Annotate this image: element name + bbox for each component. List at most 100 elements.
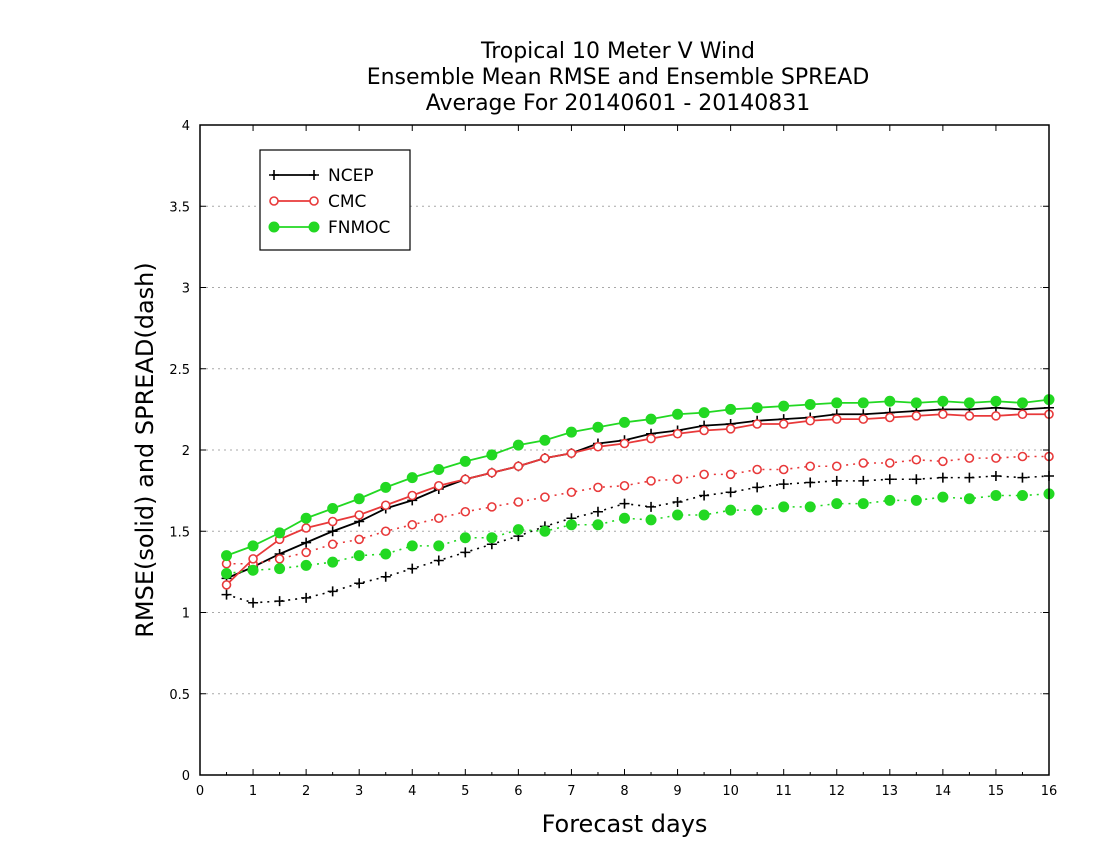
fnmoc-rmse-point — [512, 439, 524, 451]
fnmoc-rmse-point — [778, 400, 790, 412]
fnmoc-rmse-point — [698, 407, 710, 419]
fnmoc-rmse-point — [380, 481, 392, 493]
cmc-spread-point — [274, 554, 285, 564]
fnmoc-spread-point — [778, 501, 790, 513]
chart-title-line: Tropical 10 Meter V Wind — [480, 39, 755, 64]
cmc-rmse-point — [778, 419, 789, 429]
fnmoc-rmse-point — [725, 403, 737, 415]
cmc-spread-point — [354, 534, 364, 545]
cmc-rmse-point — [1017, 409, 1028, 420]
fnmoc-rmse-point — [910, 397, 922, 409]
cmc-rmse-point — [699, 425, 709, 436]
ncep-spread-point — [354, 578, 365, 589]
fnmoc-rmse-point — [327, 503, 339, 514]
cmc-spread-point — [540, 492, 550, 502]
fnmoc-spread-point — [990, 490, 1002, 501]
fnmoc-spread-point — [751, 504, 763, 516]
x-tick-label: 6 — [514, 784, 522, 799]
fnmoc-rmse-point — [274, 527, 286, 539]
fnmoc-rmse-point — [406, 472, 418, 484]
fnmoc-spread-point — [433, 540, 445, 552]
ncep-spread-point — [327, 586, 338, 597]
legend-label-ncep: NCEP — [328, 166, 374, 186]
ncep-spread-point — [301, 592, 312, 603]
x-tick-label: 0 — [196, 784, 204, 799]
legend-marker-cmc — [309, 196, 319, 206]
fnmoc-rmse-point — [221, 550, 233, 562]
ncep-spread-point — [221, 589, 232, 600]
cmc-rmse-point — [672, 428, 683, 439]
fnmoc-rmse-point — [884, 395, 896, 407]
cmc-rmse-point — [991, 411, 1001, 421]
cmc-rmse-point — [911, 411, 922, 421]
cmc-spread-point — [911, 454, 922, 465]
fnmoc-spread-point — [804, 501, 816, 513]
y-tick-label: 2 — [182, 444, 190, 459]
cmc-spread-point — [991, 453, 1001, 463]
cmc-rmse-point — [248, 554, 258, 564]
fnmoc-spread-point — [539, 525, 551, 537]
fnmoc-rmse-point — [353, 493, 365, 505]
x-tick-label: 2 — [302, 784, 310, 799]
fnmoc-spread-point — [300, 559, 312, 571]
y-tick-label: 0 — [182, 769, 190, 784]
cmc-rmse-point — [831, 414, 842, 424]
ncep-spread-point — [752, 482, 763, 493]
ncep-spread-point — [592, 506, 603, 517]
fnmoc-spread-point — [565, 519, 577, 531]
ncep-spread-point — [699, 490, 710, 501]
fnmoc-spread-point — [327, 556, 339, 568]
ncep-spread-point — [884, 474, 895, 485]
legend-marker-fnmoc — [308, 221, 320, 233]
fnmoc-rmse-point — [1016, 397, 1028, 409]
cmc-rmse-point — [646, 433, 656, 444]
fnmoc-rmse-point — [619, 416, 630, 428]
x-tick-label: 13 — [882, 784, 899, 799]
fnmoc-spread-point — [247, 564, 259, 576]
ncep-spread-point — [964, 472, 975, 483]
fnmoc-spread-point — [274, 563, 286, 575]
ncep-spread-point — [460, 547, 471, 558]
y-tick-label: 4 — [182, 119, 190, 134]
legend: NCEP CMC FNMOC — [259, 149, 411, 251]
fnmoc-rmse-point — [645, 413, 657, 425]
fnmoc-spread-point — [831, 498, 843, 510]
legend-marker-cmc — [269, 196, 279, 206]
ncep-spread-point — [725, 487, 736, 498]
fnmoc-spread-point — [486, 532, 498, 544]
cmc-rmse-point — [301, 523, 311, 533]
fnmoc-spread-point — [910, 494, 922, 506]
cmc-spread-point — [964, 453, 975, 463]
cmc-rmse-point — [805, 415, 816, 426]
cmc-rmse-point — [513, 461, 524, 472]
y-tick-label: 1.5 — [169, 525, 190, 540]
fnmoc-rmse-point — [831, 397, 843, 409]
ncep-spread-point — [619, 498, 630, 509]
cmc-rmse-point — [725, 424, 736, 434]
cmc-rmse-point — [938, 409, 948, 420]
fnmoc-spread-point — [645, 514, 657, 526]
cmc-spread-point — [646, 476, 656, 486]
series-fnmoc — [221, 394, 1055, 579]
ncep-spread-point — [248, 597, 259, 608]
x-tick-label: 11 — [775, 784, 792, 799]
fnmoc-rmse-point — [459, 455, 471, 467]
cmc-spread-point — [593, 482, 603, 493]
legend-marker-ncep — [269, 170, 279, 180]
cmc-rmse-point — [433, 480, 444, 491]
cmc-spread-point — [805, 461, 816, 472]
x-tick-label: 9 — [673, 784, 681, 799]
y-tick-label: 3 — [182, 282, 190, 297]
x-tick-label: 8 — [620, 784, 628, 799]
cmc-rmse-point — [566, 448, 577, 459]
ncep-spread-point — [274, 596, 285, 607]
x-tick-label: 10 — [722, 784, 739, 799]
ncep-spread-point — [937, 472, 948, 483]
cmc-spread-point — [566, 487, 577, 498]
ncep-spread-point — [990, 471, 1001, 481]
ncep-spread-point — [1017, 472, 1028, 483]
cmc-rmse-point — [593, 441, 603, 452]
cmc-spread-point — [380, 526, 391, 537]
cmc-spread-point — [672, 474, 683, 485]
